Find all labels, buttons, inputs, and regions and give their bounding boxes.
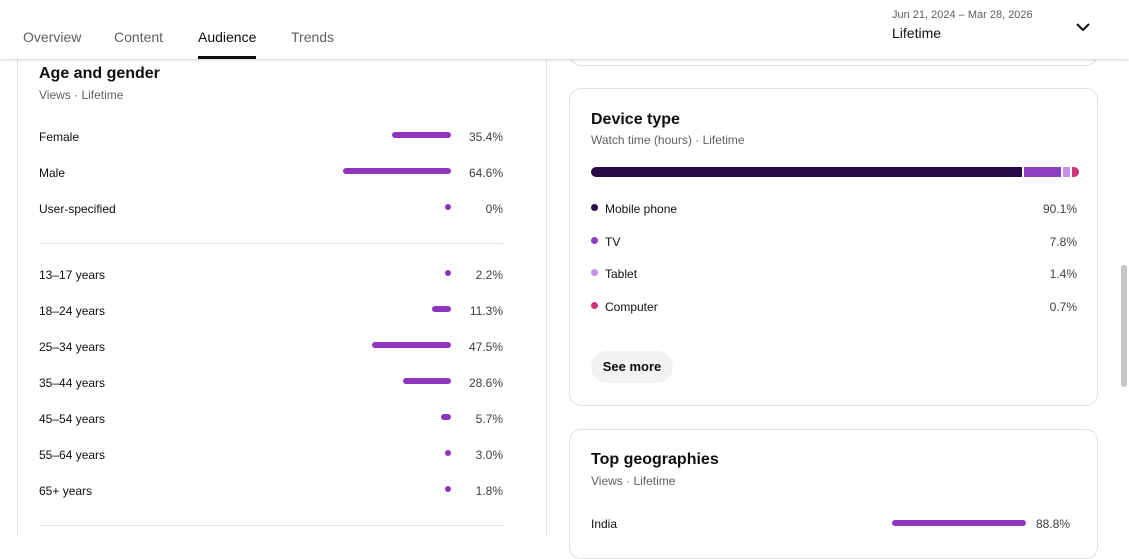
row-label: 25–34 years [39, 340, 106, 354]
bar [445, 450, 451, 456]
bar [391, 132, 451, 138]
age-gender-card: Age and gender Views · Lifetime Female 35… [17, 59, 547, 536]
geographies-card: Top geographies Views · Lifetime India 88… [569, 429, 1098, 559]
row-value: 1.8% [475, 484, 503, 498]
row-value: 64.6% [468, 166, 503, 180]
row-value: 47.5% [468, 340, 503, 354]
row-value: 2.2% [475, 268, 503, 282]
legend-value: 90.1% [1042, 202, 1077, 216]
legend-dot [591, 269, 598, 276]
legend-label: TV [605, 234, 621, 249]
tab[interactable]: Overview [23, 29, 82, 45]
legend-value: 7.8% [1049, 234, 1077, 249]
row-label: 45–54 years [39, 412, 106, 426]
stacked-segment [591, 167, 1022, 177]
legend-label: Tablet [605, 267, 638, 281]
legend-dot [591, 236, 598, 244]
row-label: 35–44 years [39, 376, 106, 390]
legend-dot [591, 301, 598, 309]
bar [342, 168, 451, 174]
row-value: 11.3% [469, 304, 503, 318]
card-subtitle: Views · Lifetime [39, 88, 124, 102]
row-value: 0% [485, 202, 503, 216]
bar [441, 414, 451, 420]
legend-label: Computer [605, 299, 658, 314]
top-bar: Jun 21, 2024 – Mar 28, 2026 Lifetime Ove… [0, 0, 1129, 59]
card-subtitle: Watch time (hours) · Lifetime [591, 133, 745, 147]
divider [39, 525, 503, 526]
legend-dot [591, 204, 598, 211]
device-card: Device type Watch time (hours) · Lifetim… [569, 88, 1098, 406]
row-label: 18–24 years [39, 304, 106, 318]
stacked-segment [1071, 167, 1079, 177]
stacked-segment [1062, 167, 1070, 177]
bar [371, 342, 451, 348]
card-subtitle: Views · Lifetime [591, 474, 676, 488]
tab[interactable]: Trends [291, 29, 335, 45]
bar [445, 486, 451, 492]
scrollbar[interactable] [1121, 265, 1127, 387]
bar [892, 520, 1027, 526]
card-title: Device type [591, 111, 680, 128]
tab-underline [198, 56, 256, 59]
geo-value: 88.8% [1035, 517, 1070, 531]
bar [445, 270, 451, 276]
tab[interactable]: Content [114, 29, 164, 45]
row-label: 65+ years [39, 484, 93, 498]
legend-value: 0.7% [1049, 299, 1077, 314]
row-label: 13–17 years [39, 268, 106, 282]
row-label: Male [39, 166, 66, 180]
row-label: User-specified [39, 202, 116, 216]
row-value: 28.6% [468, 376, 503, 390]
bar [403, 378, 451, 384]
geo-label: India [591, 517, 618, 531]
bar [445, 204, 451, 210]
legend-label: Mobile phone [605, 202, 678, 216]
card-title: Age and gender [39, 65, 160, 82]
legend-value: 1.4% [1049, 267, 1077, 281]
see-more-button[interactable]: See more [591, 351, 673, 383]
dropdown-chevron[interactable] [1074, 20, 1092, 34]
period: Lifetime [892, 25, 942, 41]
date-range: Jun 21, 2024 – Mar 28, 2026 [892, 9, 1033, 21]
row-label: 55–64 years [39, 448, 106, 462]
row-label: Female [39, 130, 80, 144]
card-title: Top geographies [591, 451, 719, 468]
divider [39, 243, 503, 244]
row-value: 3.0% [475, 448, 503, 462]
stacked-segment [1023, 167, 1061, 177]
bar [432, 306, 451, 312]
row-value: 5.7% [475, 412, 503, 426]
tab[interactable]: Audience [198, 29, 257, 45]
row-value: 35.4% [468, 130, 503, 144]
